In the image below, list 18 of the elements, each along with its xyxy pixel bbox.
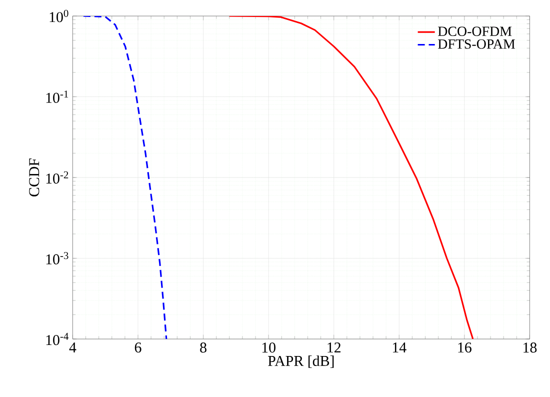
x-axis-title: PAPR [dB]	[268, 355, 334, 368]
y-tick-label: 10$^{-4}$	[46, 332, 69, 346]
x-tick-label: 4	[69, 342, 76, 352]
x-tick-label: 6	[134, 342, 142, 353]
y-axis-title: CCDF	[29, 158, 40, 196]
line-series	[82, 16, 168, 340]
y-tick-label: 10$^{-2}$	[46, 171, 68, 184]
x-tick-label: 10	[262, 342, 276, 353]
x-tick-label: 16	[458, 342, 472, 353]
x-tick-label: 14	[392, 342, 406, 352]
x-tick-label: 12	[328, 342, 340, 352]
y-tick-label: 10$^{-1}$	[46, 90, 68, 103]
y-tick-label: 10$^{-3}$	[46, 252, 68, 264]
x-tick-label: 8	[200, 342, 206, 353]
y-tick-label: 10$^{0}$	[50, 10, 68, 22]
legend-label: DCO-OFDM	[438, 26, 512, 36]
legend-label: DFTS-OPAM	[438, 39, 515, 49]
x-tick-label: 18	[524, 342, 537, 353]
